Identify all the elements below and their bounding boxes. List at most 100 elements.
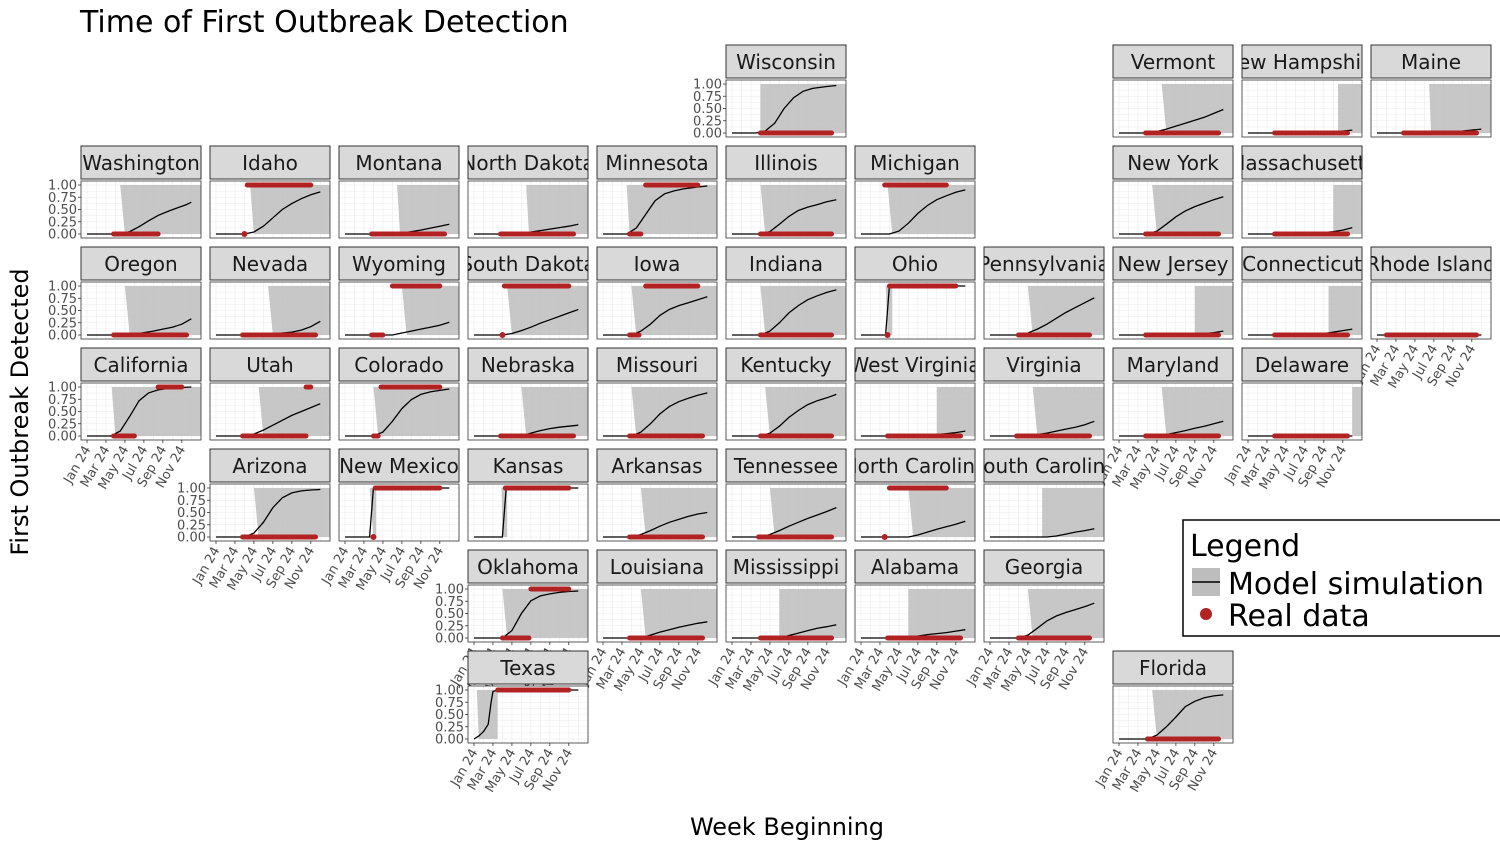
panel-kansas: Kansas [467, 448, 589, 542]
model-ribbon-washington [120, 185, 201, 234]
model-ribbon-north-carolina [908, 488, 975, 537]
model-ribbon-california [111, 387, 201, 436]
plot-marks-wyoming [345, 283, 459, 338]
y-tick-label: 0.50 [48, 304, 77, 319]
strip-label-connecticut: Connecticut [1242, 252, 1362, 276]
strip-florida [1112, 650, 1234, 685]
model-ribbon-massachusetts [1333, 185, 1362, 234]
plot-marks-south-carolina [990, 488, 1104, 538]
model-ribbon-west-virginia [936, 387, 975, 436]
panel-tennessee: Tennessee [725, 448, 847, 542]
plot-marks-new-jersey [1119, 286, 1233, 338]
panel-wisconsin: Wisconsin 0.000.250.500.751.00 [693, 44, 847, 142]
strip-wisconsin [725, 44, 847, 79]
real-data-point-south-dakota [499, 332, 506, 338]
panel-border-new-hampshire [1241, 79, 1363, 138]
plot-marks-iowa [603, 283, 717, 338]
model-ribbon-delaware [1352, 387, 1362, 436]
panel-iowa: Iowa [596, 246, 718, 340]
strip-label-new-hampshire: New Hampshire [1223, 50, 1381, 74]
panel-border-idaho [209, 180, 331, 239]
model-ribbon-new-york [1152, 185, 1233, 234]
strip-louisiana [596, 549, 718, 584]
model-ribbon-kentucky [765, 387, 846, 436]
plot-marks-texas [473, 687, 579, 740]
y-tick-label: 0.75 [693, 90, 722, 105]
strip-label-delaware: Delaware [1255, 353, 1349, 377]
y-tick-label: 1.00 [48, 280, 77, 295]
strip-montana [338, 145, 460, 180]
strip-label-ohio: Ohio [892, 252, 938, 276]
panel-new-hampshire: New Hampshire [1223, 44, 1381, 138]
model-line-michigan [861, 189, 966, 235]
strip-south-carolina [983, 448, 1105, 483]
plot-marks-south-dakota [474, 283, 588, 338]
plot-marks-wisconsin [732, 84, 846, 136]
strip-kentucky [725, 347, 847, 382]
strip-colorado [338, 347, 460, 382]
panel-minnesota: Minnesota [596, 145, 718, 239]
panel-idaho: Idaho [209, 145, 331, 239]
model-ribbon-new-jersey [1194, 286, 1233, 335]
strip-label-kentucky: Kentucky [740, 353, 831, 377]
panel-border-rhode-island [1370, 281, 1492, 340]
strip-label-south-dakota: South Dakota [460, 252, 595, 276]
panel-oregon: Oregon 0.000.250.500.751.00 [48, 246, 202, 344]
panel-border-west-virginia [854, 382, 976, 441]
panel-border-nevada [209, 281, 331, 340]
panel-border-georgia [983, 584, 1105, 643]
plot-marks-minnesota [603, 182, 717, 237]
panel-border-mississippi [725, 584, 847, 643]
model-line-north-carolina [861, 520, 966, 538]
panel-border-maine [1370, 79, 1492, 138]
panel-illinois: Illinois [725, 145, 847, 239]
y-tick-label: 0.50 [177, 506, 206, 521]
model-ribbon-nebraska [521, 387, 588, 436]
legend: Legend Model simulation Real data [1182, 519, 1500, 637]
panel-ohio: Ohio [854, 246, 976, 340]
y-tick-label: 0.50 [693, 102, 722, 117]
strip-michigan [854, 145, 976, 180]
model-ribbon-mississippi [779, 589, 846, 638]
strip-label-new-jersey: New Jersey [1118, 252, 1229, 276]
model-ribbon-pennsylvania [1027, 286, 1104, 335]
plot-marks-idaho [216, 182, 330, 237]
y-tick-label: 0.25 [693, 114, 722, 129]
plot-marks-kansas [474, 485, 579, 538]
y-tick-label: 0.00 [435, 733, 464, 748]
panel-border-florida [1112, 685, 1234, 744]
strip-label-north-carolina: North Carolina [843, 454, 988, 478]
plot-marks-north-carolina [861, 485, 975, 540]
plot-marks-utah [216, 384, 330, 439]
model-ribbon-utah [258, 387, 330, 436]
y-tick-label: 0.25 [177, 518, 206, 533]
panel-south-dakota: South Dakota [460, 246, 595, 340]
strip-label-arizona: Arizona [232, 454, 307, 478]
plot-marks-new-york [1119, 185, 1233, 237]
model-ribbon-missouri [631, 387, 717, 436]
model-ribbon-montana [397, 185, 459, 234]
strip-oregon [80, 246, 202, 281]
model-ribbon-colorado [373, 387, 459, 436]
real-data-point-idaho [241, 231, 248, 237]
strip-utah [209, 347, 331, 382]
y-tick-label: 1.00 [177, 482, 206, 497]
model-ribbon-ohio [885, 286, 893, 335]
strip-idaho [209, 145, 331, 180]
legend-box [1182, 519, 1500, 637]
panel-montana: Montana [338, 145, 460, 239]
strip-arizona [209, 448, 331, 483]
strip-nevada [209, 246, 331, 281]
strip-label-utah: Utah [246, 353, 293, 377]
strip-illinois [725, 145, 847, 180]
model-ribbon-illinois [760, 185, 846, 234]
panel-border-wyoming [338, 281, 460, 340]
strip-label-indiana: Indiana [749, 252, 823, 276]
y-tick-label: 0.75 [435, 595, 464, 610]
